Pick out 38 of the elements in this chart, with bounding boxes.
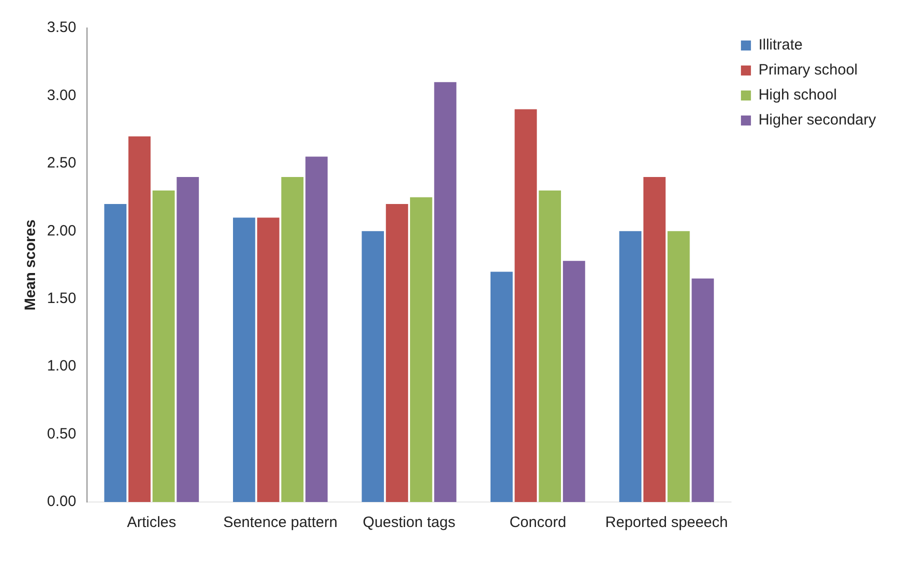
x-tick-label: Concord xyxy=(509,514,566,532)
legend-label: High school xyxy=(758,86,837,104)
y-tick-label: 0.50 xyxy=(46,425,76,442)
legend-label: Illitrate xyxy=(758,36,803,54)
y-tick-label: 2.50 xyxy=(46,154,76,172)
y-tick-label: 0.00 xyxy=(46,493,76,510)
bar xyxy=(538,190,561,502)
bar xyxy=(176,176,199,502)
y-tick-label: 2.00 xyxy=(46,222,76,240)
bar xyxy=(386,204,408,502)
bar xyxy=(692,278,714,502)
legend-label: Higher secondary xyxy=(758,112,876,129)
bar xyxy=(514,109,537,502)
bar xyxy=(619,231,642,502)
legend-label: Primary school xyxy=(758,62,858,79)
y-tick-label: 3.50 xyxy=(46,19,76,36)
bar xyxy=(562,260,586,502)
y-axis-title: Mean scores xyxy=(22,220,40,310)
y-tick-label: 3.00 xyxy=(46,86,76,104)
bar xyxy=(490,272,513,502)
x-tick-label: Sentence pattern xyxy=(223,514,338,532)
bar xyxy=(233,218,256,502)
bar xyxy=(410,197,432,502)
x-tick-label: Reported speeech xyxy=(605,514,728,532)
bar xyxy=(128,136,151,502)
bar xyxy=(152,190,175,502)
bar xyxy=(281,176,304,502)
bar xyxy=(257,218,280,502)
bar xyxy=(668,231,690,502)
y-tick-label: 1.50 xyxy=(46,290,76,307)
bar xyxy=(434,82,456,502)
bar xyxy=(643,176,666,502)
bar xyxy=(362,231,384,502)
y-tick-label: 1.00 xyxy=(46,358,76,375)
bar xyxy=(305,156,328,502)
x-tick-label: Question tags xyxy=(362,514,456,532)
bar xyxy=(104,204,126,502)
x-tick-label: Articles xyxy=(126,514,176,532)
